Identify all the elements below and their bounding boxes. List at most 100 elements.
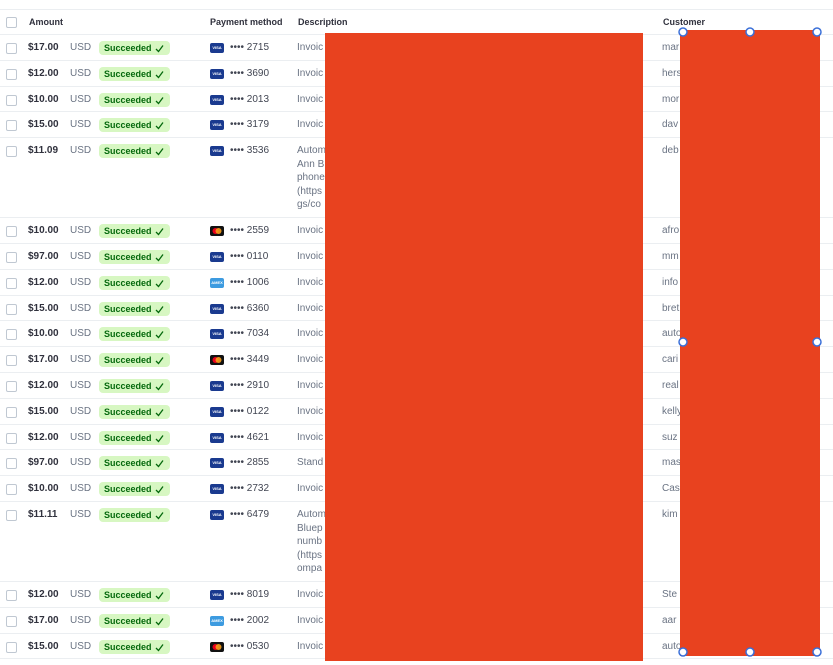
card-last4: •••• 6479 (230, 509, 270, 520)
amount: $12.00 (28, 67, 59, 79)
amount: $10.00 (28, 483, 59, 495)
row-checkbox[interactable] (6, 68, 17, 80)
card-last4: •••• 7034 (230, 328, 270, 340)
check-icon (155, 148, 164, 156)
amount: $17.00 (28, 42, 59, 53)
description-line: Bluep (297, 522, 323, 534)
card-last4: •••• 2910 (230, 380, 270, 391)
amount: $12.00 (28, 431, 59, 443)
description-line: Invoic (297, 225, 324, 237)
currency: USD (70, 457, 92, 469)
amount: $17.00 (28, 614, 59, 626)
card-last4: •••• 2559 (230, 225, 270, 237)
amount: $11.09 (28, 145, 59, 157)
card-icon (210, 226, 224, 237)
redaction (325, 33, 643, 661)
card-icon: VISA (210, 590, 224, 600)
check-icon (155, 279, 164, 288)
currency: USD (70, 431, 92, 443)
card-last4: •••• 3449 (230, 354, 270, 366)
status-badge: Succeeded (99, 379, 170, 393)
description-line: Invoic (297, 251, 324, 262)
row-checkbox[interactable] (6, 94, 17, 106)
row-checkbox[interactable] (6, 277, 17, 289)
card-icon: AMEX (210, 277, 224, 288)
amount: $10.00 (28, 93, 59, 105)
card-icon: VISA (210, 303, 224, 314)
description-line: Invoic (297, 276, 324, 288)
customer: bret (662, 302, 680, 314)
check-icon (155, 331, 164, 339)
amount: $17.00 (28, 354, 59, 366)
customer: hers (662, 67, 682, 79)
status-badge: Succeeded (99, 301, 170, 316)
row-checkbox[interactable] (6, 406, 17, 418)
card-last4: •••• 2855 (230, 457, 270, 469)
status-badge: Succeeded (99, 118, 170, 133)
description-line: Invoic (297, 354, 324, 366)
amount: $12.00 (28, 276, 59, 288)
amount: $15.00 (28, 119, 59, 131)
card-last4: •••• 2732 (230, 483, 270, 495)
check-icon (155, 643, 164, 652)
customer: cari (662, 354, 679, 366)
check-icon (155, 592, 164, 600)
row-checkbox[interactable] (6, 43, 17, 54)
header-customer: Customer (663, 17, 706, 27)
check-icon (155, 357, 164, 365)
card-icon: VISA (210, 406, 224, 417)
top-border (0, 9, 833, 10)
row-checkbox[interactable] (6, 329, 17, 341)
customer: mm (662, 251, 679, 262)
card-last4: •••• 0122 (230, 405, 270, 417)
row-checkbox[interactable] (6, 303, 17, 315)
check-icon (155, 408, 164, 417)
status-badge: Succeeded (99, 353, 170, 368)
description-line: Invoic (297, 589, 324, 600)
description-line: (https (297, 185, 323, 197)
status-badge: Succeeded (99, 430, 170, 445)
customer: mas (662, 457, 681, 469)
customer: mor (662, 93, 680, 105)
currency: USD (70, 509, 92, 520)
description-line: gs/co (297, 199, 321, 211)
card-icon: VISA (210, 146, 224, 157)
row-checkbox[interactable] (6, 381, 17, 392)
currency: USD (70, 67, 92, 79)
row-checkbox[interactable] (6, 484, 17, 496)
customer: mar (662, 42, 680, 53)
status-badge: Succeeded (99, 404, 170, 419)
row-checkbox[interactable] (6, 120, 17, 132)
row-checkbox[interactable] (6, 146, 17, 158)
select-all-checkbox[interactable] (6, 17, 17, 28)
card-icon (210, 641, 224, 652)
customer: real (662, 380, 679, 391)
status-badge: Succeeded (99, 508, 170, 522)
customer: auto (662, 640, 682, 652)
currency: USD (70, 328, 92, 340)
currency: USD (70, 380, 92, 391)
card-icon: VISA (210, 432, 224, 443)
row-checkbox[interactable] (6, 252, 17, 263)
card-icon: VISA (210, 329, 224, 340)
amount: $97.00 (28, 251, 59, 262)
currency: USD (70, 640, 92, 652)
row-checkbox[interactable] (6, 510, 17, 521)
row-checkbox[interactable] (6, 226, 17, 238)
row-checkbox[interactable] (6, 355, 17, 367)
status-badge: Succeeded (99, 41, 170, 55)
card-last4: •••• 0530 (230, 640, 270, 652)
row-checkbox[interactable] (6, 615, 17, 627)
status-badge: Succeeded (99, 613, 170, 628)
currency: USD (70, 251, 92, 262)
row-checkbox[interactable] (6, 432, 17, 444)
card-last4: •••• 3690 (230, 67, 270, 79)
description-line: Invoic (297, 483, 324, 495)
description-line: Ann B (297, 158, 325, 170)
card-icon (210, 355, 224, 366)
row-checkbox[interactable] (6, 458, 17, 470)
row-checkbox[interactable] (6, 590, 17, 601)
card-icon: VISA (210, 252, 224, 262)
status-badge: Succeeded (99, 250, 170, 264)
row-checkbox[interactable] (6, 641, 17, 653)
